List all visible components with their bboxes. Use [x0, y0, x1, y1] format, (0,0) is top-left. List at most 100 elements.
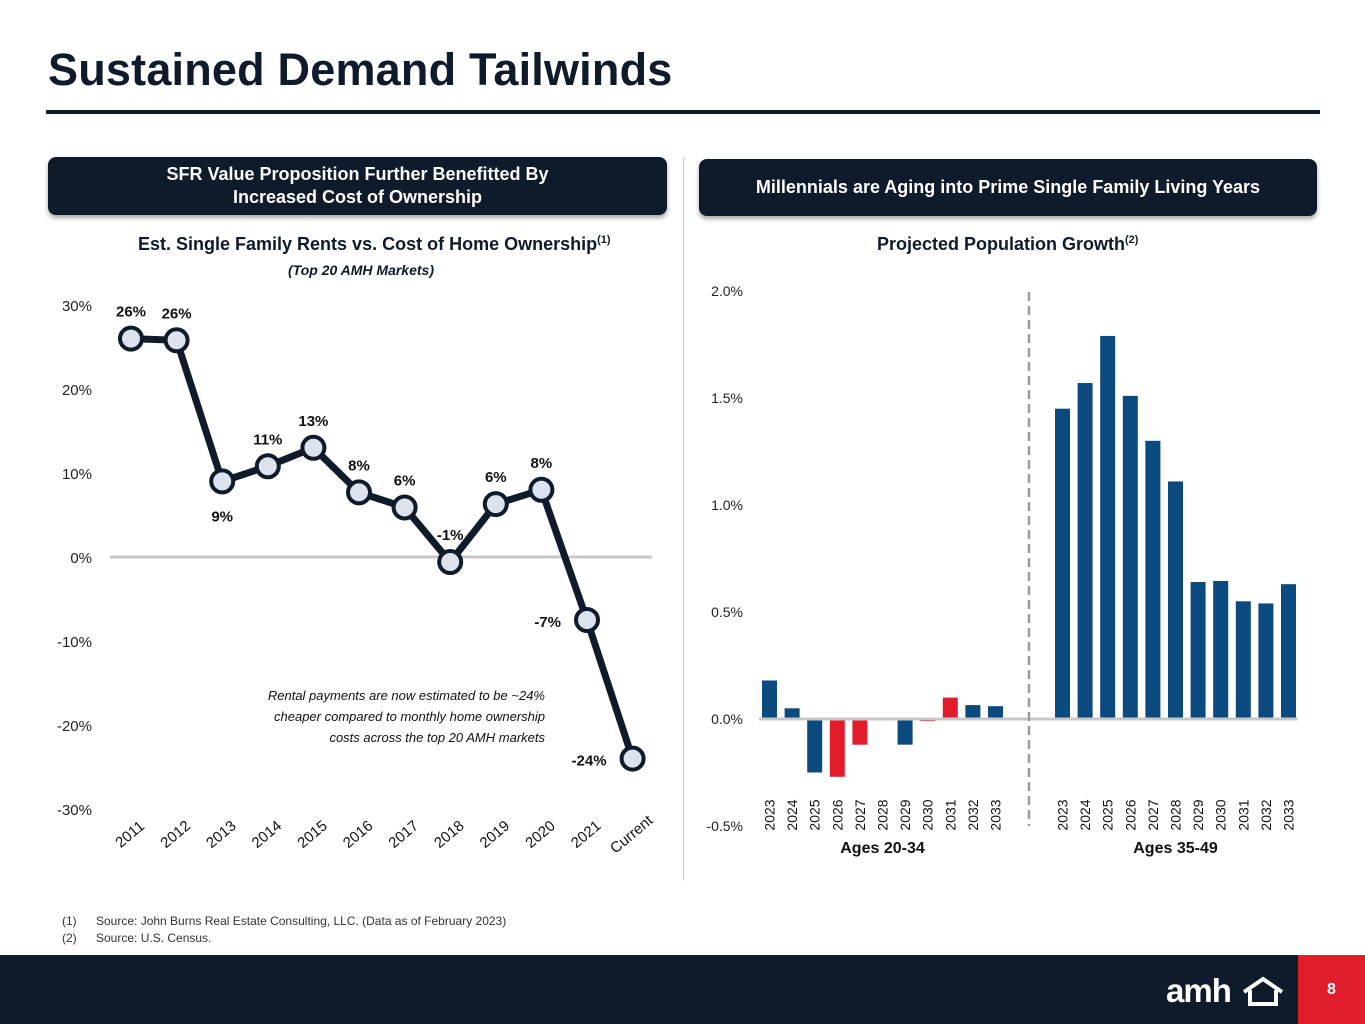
- bar-y-tick-label: -0.5%: [706, 818, 743, 834]
- bar-group-label: Ages 35-49: [1133, 840, 1218, 857]
- footer-bar: [0, 955, 1365, 1024]
- house-roof-icon: [1242, 976, 1284, 1006]
- bar-Ages 35-49-2028: [1168, 481, 1183, 719]
- bar-Ages 20-34-2023: [762, 680, 777, 719]
- line-data-label: -24%: [572, 753, 607, 770]
- footnote-2-num: (2): [62, 931, 77, 945]
- right-panel-header-text: Millennials are Aging into Prime Single …: [755, 177, 1261, 197]
- footnote-1-text: Source: John Burns Real Estate Consultin…: [96, 914, 507, 928]
- bar-x-tick-label: 2033: [1281, 799, 1297, 830]
- footnote-2: (2) Source: U.S. Census.: [62, 930, 506, 947]
- bar-x-tick-label: 2031: [942, 799, 958, 830]
- left-panel-header: SFR Value Proposition Further Benefitted…: [48, 157, 667, 215]
- line-data-label: 8%: [531, 455, 553, 472]
- line-point-2017: [391, 494, 418, 521]
- line-point-2014: [254, 453, 281, 480]
- bar-x-tick-label: 2030: [920, 799, 936, 830]
- line-y-tick-label: -20%: [57, 718, 92, 735]
- line-data-label: -7%: [534, 614, 561, 631]
- right-panel-header: Millennials are Aging into Prime Single …: [699, 159, 1317, 216]
- line-data-label: 6%: [485, 469, 507, 486]
- bar-y-tick-label: 1.5%: [711, 390, 743, 406]
- bar-y-tick-label: 0.5%: [711, 604, 743, 620]
- bar-Ages 20-34-2027: [852, 719, 868, 745]
- line-point-2012: [163, 327, 190, 354]
- bar-Ages 35-49-2032: [1258, 603, 1274, 719]
- line-y-tick-label: 0%: [70, 550, 92, 567]
- bar-x-tick-label: 2027: [1145, 799, 1161, 830]
- line-data-label: 13%: [298, 413, 328, 430]
- bar-x-tick-label: 2031: [1235, 799, 1251, 830]
- bar-Ages 35-49-2024: [1077, 383, 1093, 719]
- line-y-tick-label: 30%: [62, 298, 92, 315]
- line-point-2016: [346, 479, 372, 506]
- bar-x-tick-label: 2023: [1055, 799, 1071, 830]
- bar-Ages 20-34-2033: [988, 706, 1003, 719]
- line-series-path: [127, 335, 637, 763]
- line-chart-title: Est. Single Family Rents vs. Cost of Hom…: [138, 234, 611, 255]
- line-data-label: 26%: [116, 304, 146, 321]
- line-y-tick-label: 10%: [62, 466, 92, 483]
- line-chart-subtitle: (Top 20 AMH Markets): [288, 262, 434, 278]
- bar-y-tick-label: 2.0%: [711, 283, 743, 299]
- line-point-2015: [300, 434, 327, 461]
- bar-x-tick-label: 2025: [1100, 799, 1116, 830]
- line-data-label: 8%: [348, 457, 370, 474]
- bar-Ages 35-49-2026: [1122, 395, 1138, 719]
- page-title: Sustained Demand Tailwinds: [48, 44, 673, 95]
- bar-Ages 35-49-2029: [1190, 582, 1206, 719]
- bar-x-tick-label: 2027: [852, 799, 868, 830]
- bar-x-tick-label: 2023: [762, 799, 778, 830]
- bar-Ages 35-49-2030: [1213, 580, 1229, 719]
- line-annotation-line: cheaper compared to monthly home ownersh…: [274, 709, 545, 724]
- line-annotation-line: costs across the top 20 AMH markets: [329, 730, 545, 745]
- line-point-2020: [528, 476, 555, 503]
- line-y-tick-label: 20%: [62, 382, 92, 399]
- bar-Ages 20-34-2029: [897, 719, 913, 745]
- bar-x-tick-label: 2032: [1258, 799, 1274, 830]
- line-data-label: 6%: [394, 472, 416, 489]
- line-point-2013: [209, 468, 236, 495]
- bar-x-tick-label: 2029: [897, 799, 913, 830]
- line-data-label: -1%: [437, 527, 464, 544]
- title-rule: [46, 110, 1320, 114]
- bar-group-label: Ages 20-34: [840, 840, 925, 857]
- bar-Ages 35-49-2031: [1235, 601, 1251, 719]
- footnote-1: (1) Source: John Burns Real Estate Consul…: [62, 913, 506, 930]
- bar-Ages 20-34-2032: [965, 705, 981, 719]
- bar-Ages 35-49-2023: [1055, 408, 1070, 719]
- line-y-tick-label: -10%: [57, 634, 92, 651]
- bar-x-tick-label: 2024: [784, 799, 800, 830]
- line-point-Current: [619, 745, 646, 772]
- left-panel-header-line1: SFR Value Proposition Further Benefitted…: [166, 164, 549, 184]
- bar-Ages 20-34-2025: [807, 719, 823, 773]
- logo-text: amh: [1166, 972, 1232, 1009]
- footnotes: (1) Source: John Burns Real Estate Consul…: [62, 913, 506, 947]
- line-y-tick-label: -30%: [57, 802, 92, 819]
- panel-divider: [683, 157, 684, 881]
- footnote-2-text: Source: U.S. Census.: [96, 931, 212, 945]
- footnote-1-num: (1): [62, 914, 77, 928]
- bar-x-tick-label: 2026: [829, 799, 845, 830]
- line-annotation-line: Rental payments are now estimated to be …: [268, 688, 545, 703]
- amh-logo: amh: [1166, 970, 1284, 1014]
- bar-x-tick-label: 2028: [875, 799, 891, 830]
- bar-Ages 20-34-2026: [829, 719, 845, 777]
- bar-Ages 20-34-2031: [942, 697, 958, 719]
- line-point-2019: [482, 491, 509, 518]
- bar-x-tick-label: 2033: [988, 799, 1004, 830]
- line-point-2018: [437, 549, 464, 576]
- bar-y-tick-label: 0.0%: [711, 711, 743, 727]
- line-chart-title-footnote: (1): [597, 234, 611, 246]
- line-chart-title-text: Est. Single Family Rents vs. Cost of Hom…: [138, 234, 598, 254]
- bar-x-tick-label: 2026: [1122, 799, 1138, 830]
- bar-y-tick-label: 1.0%: [711, 497, 743, 513]
- bar-chart-title: Projected Population Growth(2): [877, 234, 1138, 255]
- bar-x-tick-label: 2028: [1168, 799, 1184, 830]
- bar-x-tick-label: 2024: [1077, 799, 1093, 830]
- line-data-label: 9%: [211, 508, 233, 525]
- bar-Ages 35-49-2025: [1100, 335, 1116, 719]
- left-panel-header-line2: Increased Cost of Ownership: [232, 187, 483, 207]
- bar-x-tick-label: 2025: [807, 799, 823, 830]
